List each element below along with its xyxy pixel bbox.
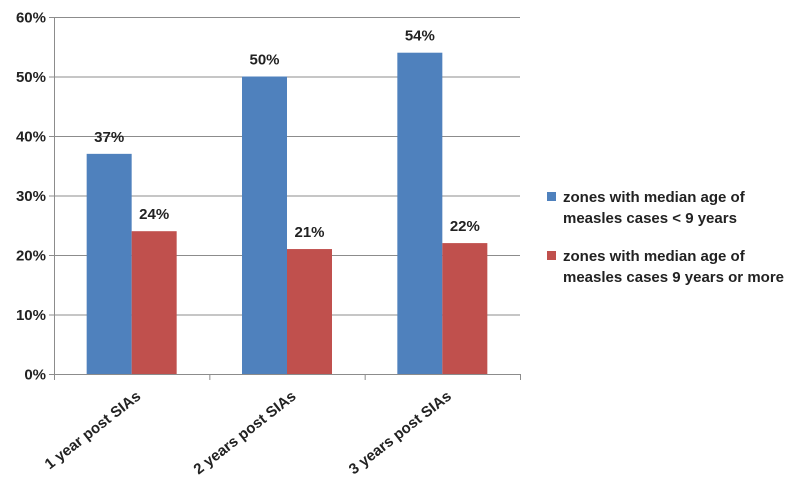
y-tick-label: 20%: [16, 248, 46, 265]
bars: [86, 52, 488, 374]
bar: [242, 76, 287, 374]
y-tick-label: 60%: [16, 10, 46, 27]
bar: [442, 243, 488, 374]
legend-swatch: [547, 251, 556, 260]
x-tick-label: 3 years post SIAs: [346, 388, 455, 477]
y-tick-label: 0%: [24, 367, 46, 384]
legend-label: measles cases 9 years or more: [563, 269, 784, 286]
y-tick-label: 50%: [16, 69, 46, 86]
data-label: 54%: [405, 28, 435, 45]
legend-label: zones with median age of: [563, 248, 746, 265]
bar: [131, 231, 177, 374]
x-tick-label: 1 year post SIAs: [42, 388, 144, 473]
bar: [287, 249, 332, 374]
legend-label: zones with median age of: [563, 189, 746, 206]
y-tick-label: 40%: [16, 129, 46, 146]
x-tick-label: 2 years post SIAs: [190, 388, 299, 477]
data-label: 24%: [139, 206, 169, 223]
legend-label: measles cases < 9 years: [563, 210, 737, 227]
y-tick-label: 30%: [16, 188, 46, 205]
bar: [397, 52, 443, 374]
data-label: 21%: [294, 224, 324, 241]
legend: zones with median age of measles cases < …: [547, 189, 784, 286]
data-label: 50%: [249, 52, 279, 69]
legend-swatch: [547, 192, 556, 201]
bar: [86, 153, 132, 374]
y-tick-label: 10%: [16, 307, 46, 324]
data-label: 37%: [94, 129, 124, 146]
data-label: 22%: [450, 218, 480, 235]
data-labels: 37% 24% 50% 21% 54% 22%: [94, 28, 480, 241]
